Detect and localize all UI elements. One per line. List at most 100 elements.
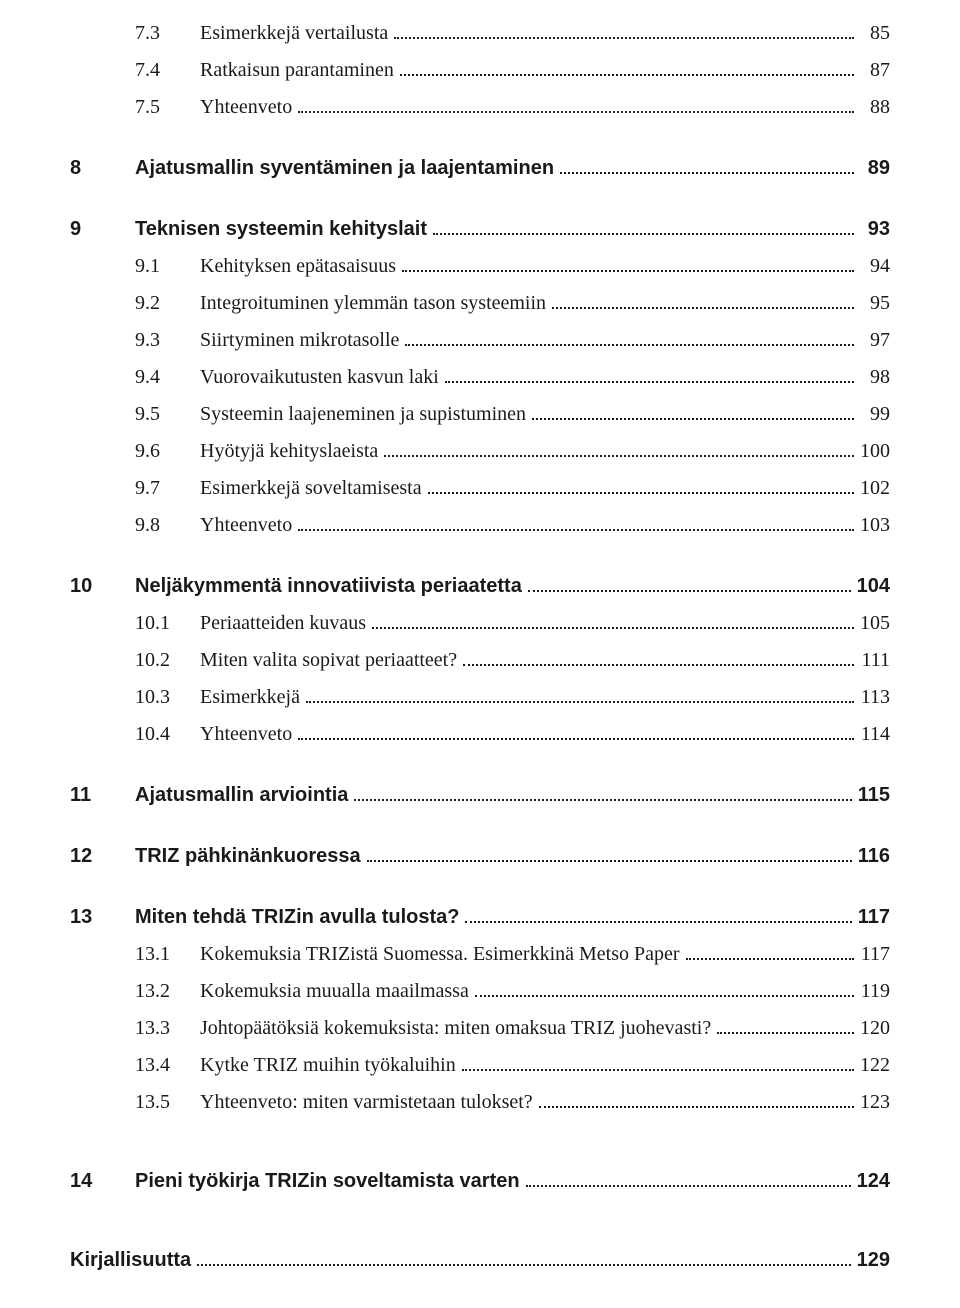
toc-entry-number: 13.3 (135, 1013, 200, 1043)
toc-entry-title: Integroituminen ylemmän tason systeemiin (200, 288, 546, 318)
toc-entry-page: 117 (858, 902, 890, 932)
toc-entry-page: 100 (860, 436, 890, 466)
toc-leader-dots (306, 701, 854, 703)
toc-leader-dots (560, 172, 854, 174)
toc-leader-dots (384, 455, 854, 457)
toc-entry-page: 105 (860, 608, 890, 638)
toc-entry: 14Pieni työkirja TRIZin soveltamista var… (70, 1166, 890, 1196)
toc-leader-dots (462, 1069, 854, 1071)
toc-entry: 9.1Kehityksen epätasaisuus94 (70, 251, 890, 281)
toc-entry-number: 7.4 (135, 55, 200, 85)
toc-entry-page: 89 (860, 153, 890, 183)
toc-entry-number: 9.2 (135, 288, 200, 318)
toc-leader-dots (526, 1185, 851, 1187)
toc-entry-page: 116 (858, 841, 890, 871)
toc-entry-page: 98 (860, 362, 890, 392)
toc-entry-title: Ajatusmallin syventäminen ja laajentamin… (135, 153, 554, 183)
toc-entry-title: Systeemin laajeneminen ja supistuminen (200, 399, 526, 429)
toc-leader-dots (367, 860, 852, 862)
toc-entry-title: Kokemuksia TRIZistä Suomessa. Esimerkkin… (200, 939, 680, 969)
toc-entry-number: 13 (70, 902, 135, 932)
toc-entry-page: 113 (860, 682, 890, 712)
toc-entry-title: Yhteenveto (200, 510, 292, 540)
toc-leader-dots (717, 1032, 854, 1034)
toc-entry: 7.4Ratkaisun parantaminen 87 (70, 55, 890, 85)
toc-leader-dots (298, 529, 854, 531)
toc-entry-title: Periaatteiden kuvaus (200, 608, 366, 638)
toc-entry-page: 120 (860, 1013, 890, 1043)
toc-entry-number: 11 (70, 780, 135, 810)
toc-entry-title: Esimerkkejä soveltamisesta (200, 473, 422, 503)
table-of-contents: 7.3Esimerkkejä vertailusta85 7.4Ratkaisun… (70, 18, 890, 1275)
toc-entry-number: 14 (70, 1166, 135, 1196)
toc-entry-number: 10.2 (135, 645, 200, 675)
toc-entry: 9.7Esimerkkejä soveltamisesta 102 (70, 473, 890, 503)
toc-entry-page: 102 (860, 473, 890, 503)
toc-entry-title: Vuorovaikutusten kasvun laki (200, 362, 439, 392)
toc-leader-dots (465, 921, 851, 923)
toc-entry: 7.3Esimerkkejä vertailusta85 (70, 18, 890, 48)
toc-entry-number: 10.3 (135, 682, 200, 712)
toc-leader-dots (372, 627, 854, 629)
toc-entry-title: Ratkaisun parantaminen (200, 55, 394, 85)
toc-entry-title: Siirtyminen mikrotasolle (200, 325, 399, 355)
toc-entry-number: 9.7 (135, 473, 200, 503)
toc-entry-page: 94 (860, 251, 890, 281)
toc-entry-page: 119 (860, 976, 890, 1006)
toc-entry-title: Pieni työkirja TRIZin soveltamista varte… (135, 1166, 520, 1196)
toc-entry: 10.3Esimerkkejä 113 (70, 682, 890, 712)
toc-entry: 9Teknisen systeemin kehityslait 93 (70, 214, 890, 244)
toc-leader-dots (528, 590, 851, 592)
toc-entry: 10Neljäkymmentä innovatiivista periaatet… (70, 571, 890, 601)
toc-entry-title: Kokemuksia muualla maailmassa (200, 976, 469, 1006)
toc-entry: Kirjallisuutta129 (70, 1245, 890, 1275)
toc-entry-number: 9.4 (135, 362, 200, 392)
toc-entry: 13Miten tehdä TRIZin avulla tulosta? 117 (70, 902, 890, 932)
toc-entry-title: Miten tehdä TRIZin avulla tulosta? (135, 902, 459, 932)
toc-entry: 7.5Yhteenveto88 (70, 92, 890, 122)
toc-entry-title: Teknisen systeemin kehityslait (135, 214, 427, 244)
toc-entry-page: 117 (860, 939, 890, 969)
toc-entry-number: 8 (70, 153, 135, 183)
toc-entry-title: Kytke TRIZ muihin työkaluihin (200, 1050, 456, 1080)
toc-entry: 11Ajatusmallin arviointia115 (70, 780, 890, 810)
toc-entry-number: 9 (70, 214, 135, 244)
toc-entry-page: 93 (860, 214, 890, 244)
toc-entry-title: Yhteenveto (200, 92, 292, 122)
toc-entry-page: 122 (860, 1050, 890, 1080)
toc-leader-dots (428, 492, 854, 494)
toc-entry-title: Yhteenveto: miten varmistetaan tulokset? (200, 1087, 533, 1117)
toc-entry: 9.2Integroituminen ylemmän tason systeem… (70, 288, 890, 318)
toc-entry-page: 103 (860, 510, 890, 540)
toc-entry: 10.1Periaatteiden kuvaus105 (70, 608, 890, 638)
toc-entry: 9.8Yhteenveto 103 (70, 510, 890, 540)
toc-entry: 13.4Kytke TRIZ muihin työkaluihin122 (70, 1050, 890, 1080)
toc-entry-page: 88 (860, 92, 890, 122)
toc-entry: 9.3Siirtyminen mikrotasolle97 (70, 325, 890, 355)
toc-entry: 10.4Yhteenveto114 (70, 719, 890, 749)
toc-entry: 13.1Kokemuksia TRIZistä Suomessa. Esimer… (70, 939, 890, 969)
toc-entry-page: 104 (857, 571, 890, 601)
toc-entry-page: 87 (860, 55, 890, 85)
toc-entry-page: 115 (858, 780, 890, 810)
toc-entry-title: Miten valita sopivat periaatteet? (200, 645, 457, 675)
toc-leader-dots (402, 270, 854, 272)
toc-entry: 9.4Vuorovaikutusten kasvun laki 98 (70, 362, 890, 392)
toc-entry-number: 13.1 (135, 939, 200, 969)
toc-entry-page: 97 (860, 325, 890, 355)
toc-leader-dots (539, 1106, 854, 1108)
toc-entry: 8Ajatusmallin syventäminen ja laajentami… (70, 153, 890, 183)
toc-entry-title: Esimerkkejä (200, 682, 300, 712)
toc-entry-number: 9.5 (135, 399, 200, 429)
toc-entry-number: 9.6 (135, 436, 200, 466)
toc-leader-dots (445, 381, 854, 383)
toc-entry-number: 9.8 (135, 510, 200, 540)
toc-entry: 10.2Miten valita sopivat periaatteet?111 (70, 645, 890, 675)
toc-leader-dots (552, 307, 854, 309)
toc-entry-number: 7.3 (135, 18, 200, 48)
toc-leader-dots (394, 37, 854, 39)
toc-leader-dots (405, 344, 854, 346)
toc-entry-number: 13.2 (135, 976, 200, 1006)
toc-entry-page: 123 (860, 1087, 890, 1117)
toc-entry: 9.6Hyötyjä kehityslaeista100 (70, 436, 890, 466)
